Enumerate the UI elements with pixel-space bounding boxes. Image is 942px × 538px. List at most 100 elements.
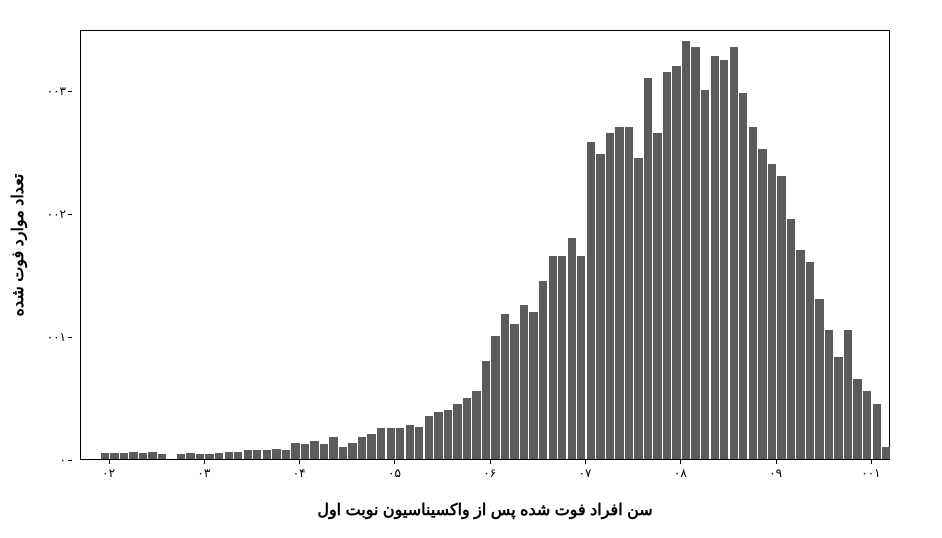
histogram-bar [129,452,137,459]
histogram-bar [234,452,242,459]
plot-area [81,31,889,459]
x-axis-title: سن افراد فوت شده پس از واکسیناسیون نوبت … [317,500,652,520]
histogram-bar [320,444,328,459]
histogram-bar [139,453,147,459]
histogram-bar [177,454,185,459]
histogram-bar [425,416,433,459]
histogram-bar [444,410,452,459]
histogram-bar [739,93,747,459]
histogram-bar [501,314,509,459]
histogram-bar [873,404,881,459]
histogram-bar [853,379,861,459]
histogram-bar [720,60,728,459]
histogram-bar [310,441,318,459]
x-tick [585,460,586,464]
histogram-bar [863,391,871,459]
x-tick-label: ۶۰ [483,466,496,480]
histogram-bar [406,425,414,459]
y-tick [68,91,72,92]
histogram-bar [730,47,738,459]
histogram-bar [529,312,537,459]
histogram-bar [606,133,614,459]
x-tick-label: ۸۰ [674,466,687,480]
histogram-bar [396,428,404,459]
histogram-bar [415,427,423,459]
histogram-bar [701,90,709,459]
x-tick-label: ۵۰ [388,466,401,480]
x-tick-label: ۷۰ [579,466,592,480]
histogram-bar [834,357,842,459]
y-axis-title: تعداد موارد فوت شده [8,174,28,317]
x-tick [680,460,681,464]
histogram-bar [749,127,757,459]
histogram-bar [634,158,642,459]
histogram-bar [587,142,595,459]
histogram-bar [558,256,566,459]
y-axis: ۰۱۰۰۲۰۰۳۰۰ [50,30,80,460]
x-tick-label: ۱۰۰ [861,466,880,480]
histogram-bar [244,450,252,459]
histogram-bar [711,56,719,459]
histogram-bar [682,41,690,459]
x-tick-label: ۴۰ [293,466,306,480]
y-tick-label: ۱۰۰ [47,330,66,344]
x-tick [109,460,110,464]
histogram-bar [815,299,823,459]
x-tick-label: ۹۰ [769,466,782,480]
histogram-bar [758,149,766,459]
histogram-bar [787,219,795,459]
x-axis: ۲۰ ۳۰ ۴۰ ۵۰ ۶۰ ۷۰ ۸۰ ۹۰ ۱۰۰ [80,460,890,490]
histogram-bar [796,250,804,459]
histogram-bar [339,447,347,459]
x-tick [299,460,300,464]
x-tick [394,460,395,464]
histogram-bar [101,453,109,459]
histogram-bar [301,444,309,459]
histogram-bar [577,256,585,459]
histogram-bar [463,398,471,459]
histogram-bar [768,164,776,459]
y-tick [68,460,72,461]
chart-frame [80,30,890,460]
histogram-bar [539,281,547,459]
histogram-bar [387,428,395,459]
y-tick-label: ۰ [60,453,66,467]
histogram-bar [110,453,118,459]
histogram-bar [520,305,528,459]
x-tick-label: ۲۰ [102,466,115,480]
histogram-bar [672,66,680,459]
histogram-bar [377,428,385,459]
histogram-bar [882,447,890,459]
histogram-bar [272,449,280,459]
histogram-bar [691,47,699,459]
histogram-bar [453,404,461,459]
y-tick-label: ۲۰۰ [47,207,66,221]
y-tick [68,337,72,338]
y-tick-label: ۳۰۰ [47,84,66,98]
x-tick [871,460,872,464]
histogram-bar [158,454,166,459]
histogram-bar [596,154,604,459]
histogram-bar [806,262,814,459]
histogram-bar [644,78,652,459]
histogram-bar [205,454,213,459]
x-tick [490,460,491,464]
x-tick-label: ۳۰ [197,466,210,480]
histogram-bar [844,330,852,459]
x-tick [204,460,205,464]
histogram-bar [186,453,194,459]
histogram-bar [196,454,204,459]
histogram-bar [348,443,356,459]
histogram-bar [225,452,233,459]
histogram-bar [215,453,223,459]
histogram-bar [663,72,671,459]
histogram-bar [148,452,156,459]
histogram-bar [263,450,271,459]
histogram-bar [549,256,557,459]
histogram-bar [625,127,633,459]
histogram-bar [434,412,442,459]
histogram-bar [482,361,490,459]
histogram-bar [291,443,299,459]
histogram-bar [825,330,833,459]
histogram-bar [282,450,290,459]
